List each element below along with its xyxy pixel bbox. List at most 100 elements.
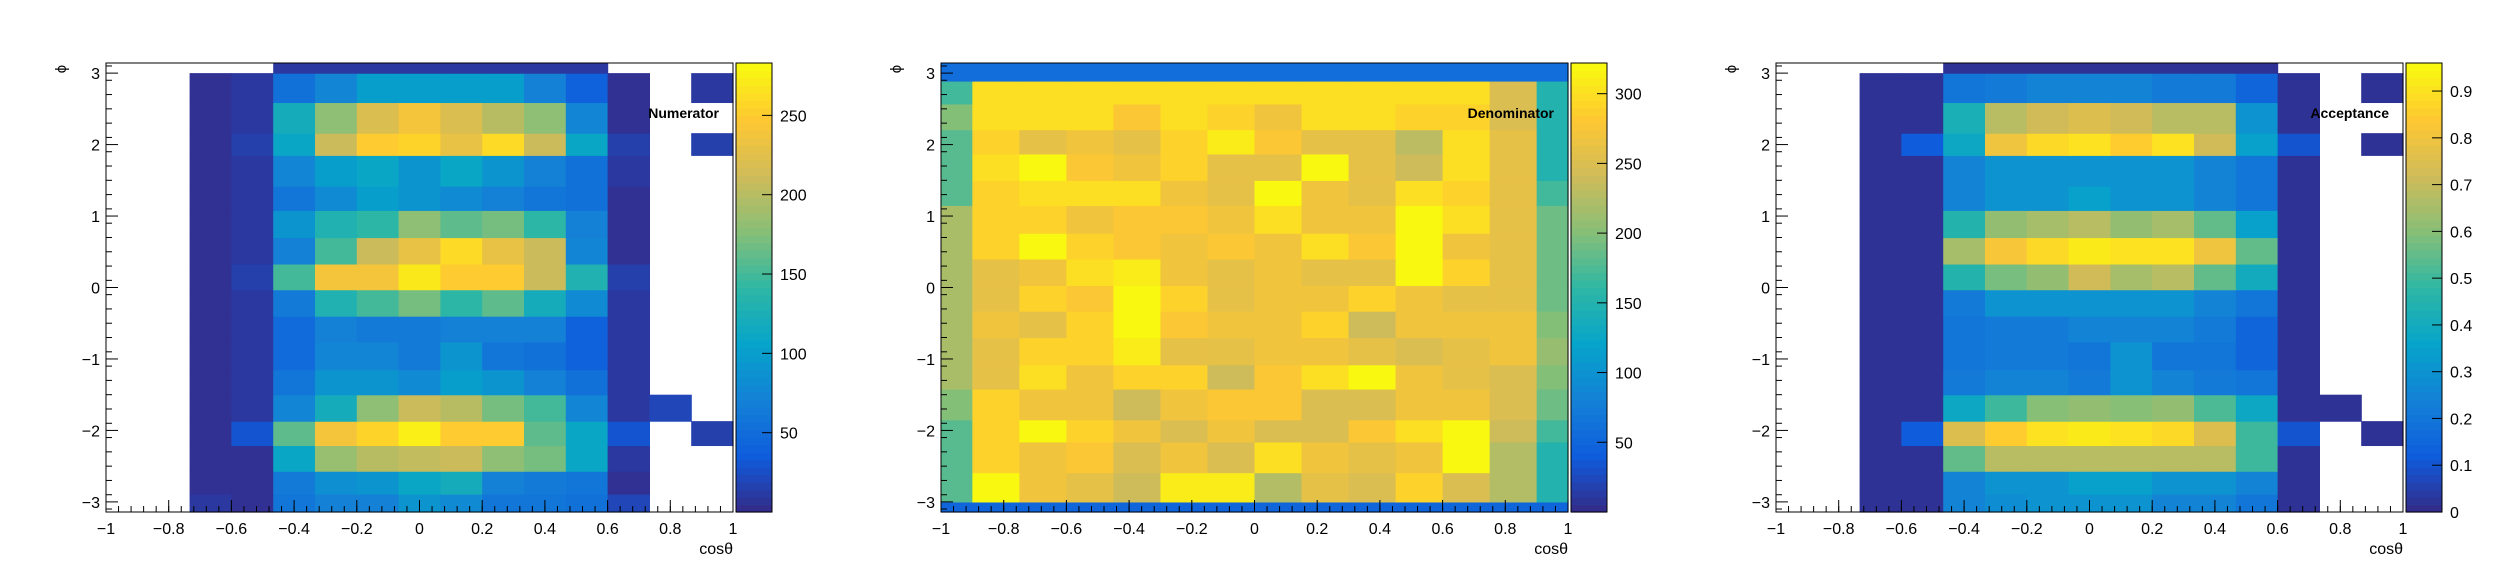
- heatmap-cell: [2068, 210, 2111, 239]
- colorbar-segment: [736, 197, 772, 206]
- colorbar-segment: [1571, 354, 1607, 363]
- histogram-title: Acceptance: [2310, 105, 2389, 121]
- x-tick-label: 0: [2085, 521, 2094, 538]
- heatmap-cell: [2068, 186, 2111, 211]
- heatmap-cell: [189, 421, 232, 447]
- heatmap-cell: [1113, 388, 1162, 421]
- colorbar-segment: [1571, 265, 1607, 274]
- heatmap-cell: [440, 421, 483, 447]
- colorbar-tick-label: 200: [1615, 226, 1642, 243]
- heatmap-cell: [1113, 129, 1162, 155]
- colorbar-segment: [1571, 250, 1607, 259]
- x-tick-label: 0.2: [471, 521, 493, 538]
- heatmap-cell: [1301, 233, 1350, 260]
- colorbar-segment: [736, 242, 772, 251]
- heatmap-cell: [482, 133, 525, 156]
- colorbar-segment: [2406, 250, 2442, 259]
- heatmap-cell: [2068, 133, 2111, 156]
- colorbar-segment: [2406, 220, 2442, 229]
- heatmap-cell: [1113, 103, 1162, 131]
- colorbar-segment: [1571, 489, 1607, 498]
- heatmap-cell: [231, 341, 274, 371]
- colorbar-segment: [736, 70, 772, 79]
- heatmap-cell: [231, 102, 274, 134]
- heatmap-cell: [356, 263, 400, 291]
- heatmap-cell: [1395, 103, 1444, 131]
- colorbar-tick-label: 150: [780, 267, 807, 284]
- heatmap-cell: [398, 445, 441, 472]
- heatmap-cell: [607, 369, 650, 396]
- heatmap-cell: [1066, 258, 1115, 286]
- heatmap-cell: [2026, 494, 2070, 513]
- y-tick-label: 1: [926, 209, 935, 226]
- heatmap-cell: [1859, 133, 1902, 156]
- heatmap-cell: [440, 316, 483, 343]
- colorbar-tick-label: 200: [780, 188, 807, 205]
- colorbar-segment: [2406, 497, 2442, 506]
- heatmap-cell: [1348, 80, 1397, 105]
- colorbar-segment: [736, 280, 772, 289]
- heatmap-cell: [2026, 341, 2070, 371]
- heatmap-cell: [972, 233, 1020, 260]
- heatmap-cell: [2194, 210, 2237, 239]
- colorbar-frame: [1570, 62, 1608, 513]
- heatmap-cell: [315, 445, 358, 472]
- heatmap-cell: [1395, 441, 1444, 474]
- heatmap-cell: [1348, 180, 1397, 206]
- heatmap-cell: [482, 421, 525, 447]
- colorbar-segment: [1571, 392, 1607, 401]
- heatmap-cell: [972, 63, 1020, 82]
- heatmap-cell: [1985, 263, 2028, 291]
- heatmap-cell: [1859, 494, 1902, 513]
- y-tick-label: −1: [82, 352, 100, 369]
- heatmap-cell: [1254, 153, 1303, 181]
- heatmap-cell: [2068, 316, 2111, 343]
- heatmap-cell: [941, 180, 973, 206]
- colorbar-segment: [1571, 302, 1607, 311]
- heatmap-cell: [565, 289, 609, 317]
- heatmap-cell: [2235, 369, 2279, 396]
- heatmap-cell: [1985, 471, 2028, 495]
- colorbar-segment: [1571, 444, 1607, 453]
- colorbar-segment: [736, 467, 772, 476]
- heatmap-cell: [1859, 210, 1902, 239]
- heatmap-cell: [2152, 341, 2195, 371]
- heatmap-cell: [356, 421, 400, 447]
- x-tick-label: 1: [1564, 521, 1573, 538]
- heatmap-cell: [1395, 180, 1444, 206]
- heatmap-cell: [2068, 289, 2111, 317]
- colorbar-segment: [1571, 220, 1607, 229]
- heatmap-cell: [1536, 180, 1569, 206]
- heatmap-cell: [524, 263, 567, 291]
- heatmap-cell: [1019, 419, 1068, 443]
- heatmap-cell: [1536, 472, 1569, 503]
- heatmap-cell: [1943, 237, 1986, 265]
- heatmap-cell: [1066, 388, 1115, 421]
- heatmap-cell: [607, 494, 650, 513]
- heatmap-cell: [356, 316, 400, 343]
- heatmap-cell: [1207, 205, 1256, 234]
- heatmap-cell: [941, 103, 973, 131]
- y-tick-label: 3: [926, 66, 935, 83]
- heatmap-cell: [189, 316, 232, 343]
- heatmap-cell: [1985, 369, 2028, 396]
- heatmap-cell: [315, 102, 358, 134]
- heatmap-cell: [524, 471, 567, 495]
- colorbar-segment: [2406, 175, 2442, 184]
- heatmap-cell: [565, 369, 609, 396]
- heatmap-cell: [189, 102, 232, 134]
- heatmap-cell: [231, 237, 274, 265]
- colorbar-segment: [736, 482, 772, 491]
- colorbar-segment: [736, 235, 772, 244]
- heatmap-cell: [1066, 285, 1115, 312]
- colorbar-segment: [2406, 70, 2442, 79]
- heatmap-cell: [356, 133, 400, 156]
- heatmap-cell: [1066, 205, 1115, 234]
- heatmap-cell: [1207, 129, 1256, 155]
- colorbar-tick-label: 0.5: [2450, 271, 2472, 288]
- heatmap-cell: [1254, 388, 1303, 421]
- heatmap-cell: [1536, 501, 1569, 513]
- heatmap-cell: [1207, 419, 1256, 443]
- heatmap-cell: [2026, 421, 2070, 447]
- heatmap-cell: [1113, 63, 1162, 82]
